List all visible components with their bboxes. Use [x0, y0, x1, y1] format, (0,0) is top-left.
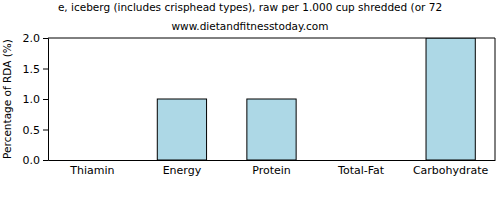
y-tick-label: 2.0 [23, 32, 41, 45]
y-axis: 0.0 0.5 1.0 1.5 2.0 [23, 32, 49, 167]
y-tick-mark [43, 38, 48, 39]
subtitle: www.dietandfitnesstoday.com [172, 20, 329, 32]
x-tick: Carbohydrate [413, 160, 489, 177]
y-tick: 1.5 [23, 63, 49, 76]
x-tick-label: Total-Fat [337, 164, 385, 177]
y-tick-label: 0.5 [23, 124, 41, 137]
y-tick: 1.0 [23, 93, 49, 106]
frame [48, 38, 495, 39]
y-tick-mark [43, 130, 48, 131]
y-tick: 0.5 [23, 124, 49, 137]
bar [426, 38, 475, 160]
x-tick: Energy [163, 160, 202, 177]
bar [68, 160, 117, 161]
y-axis-title: Percentage of RDA (%) [1, 39, 13, 159]
frame [495, 38, 496, 160]
y-tick: 2.0 [23, 32, 49, 45]
bars [157, 38, 475, 160]
bar [336, 160, 385, 161]
x-tick-label: Protein [252, 164, 291, 177]
y-tick-mark [43, 160, 48, 161]
x-tick: Thiamin [69, 160, 114, 177]
x-tick: Protein [252, 160, 291, 177]
y-tick-label: 1.5 [23, 63, 41, 76]
y-tick: 0.0 [23, 154, 49, 167]
x-tick-label: Carbohydrate [413, 164, 489, 177]
x-tick-label: Energy [163, 164, 202, 177]
y-tick-label: 1.0 [23, 93, 41, 106]
bar [157, 99, 206, 160]
bar [247, 99, 296, 160]
chart: e, iceberg (includes crisphead types), r… [0, 0, 500, 200]
y-tick-label: 0.0 [23, 154, 41, 167]
plot: 0.0 0.5 1.0 1.5 2.0 Thiamin Energy Protein Total… [23, 32, 496, 177]
x-axis: Thiamin Energy Protein Total-Fat Carbohydrat… [49, 160, 496, 177]
title: e, iceberg (includes crisphead types), r… [58, 1, 442, 13]
x-tick: Total-Fat [337, 160, 385, 177]
x-tick-label: Thiamin [69, 164, 114, 177]
y-axis-line [43, 39, 49, 161]
x-axis-line [49, 160, 496, 161]
y-tick-mark [43, 99, 48, 100]
y-tick-mark [43, 69, 48, 70]
